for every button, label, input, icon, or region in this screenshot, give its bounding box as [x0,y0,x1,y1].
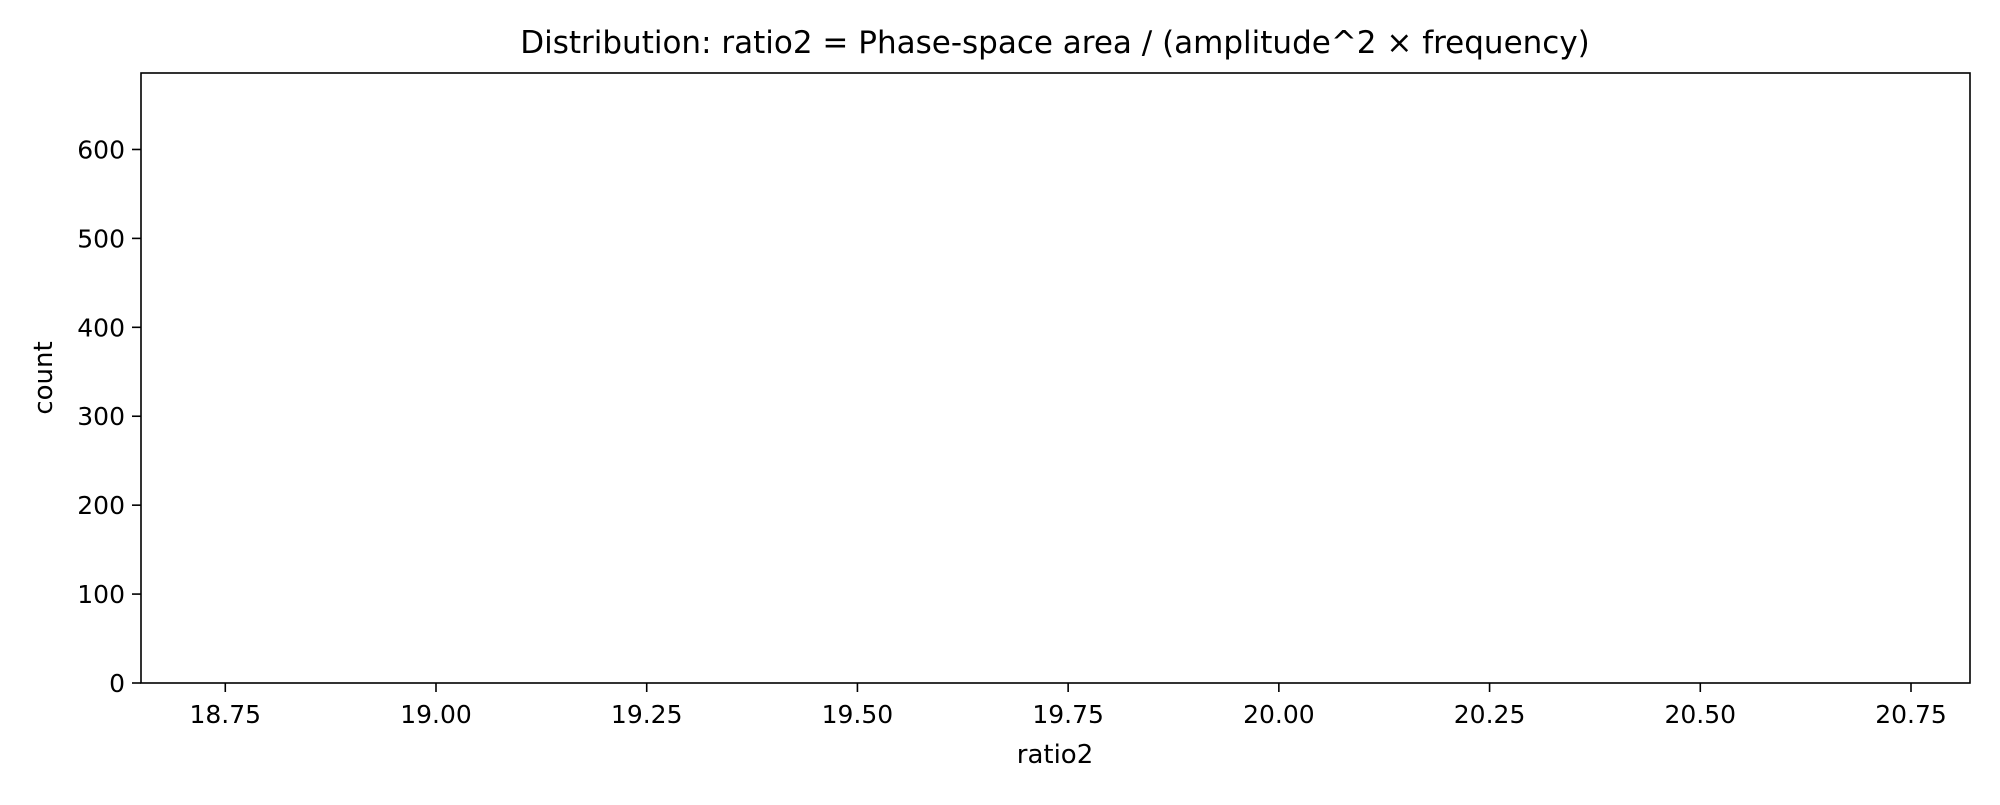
x-tick-label: 19.00 [400,700,472,729]
x-axis-ticks: 18.75 19.00 19.25 19.50 19.75 20.00 20.25 20.50… [189,683,1947,729]
x-tick-label: 20.25 [1454,700,1526,729]
y-tick-label: 200 [77,491,125,520]
plot-area-frame [140,72,1971,684]
y-tick-label: 300 [77,402,125,431]
y-tick-label: 500 [77,224,125,253]
y-axis-ticks: 0 100 200 300 400 500 600 [77,135,141,698]
y-axis-label: count [29,341,59,414]
x-tick-label: 19.75 [1032,700,1104,729]
y-tick-label: 400 [77,313,125,342]
y-tick-label: 0 [109,669,125,698]
y-tick-label: 100 [77,580,125,609]
x-axis-label: ratio2 [1017,740,1094,770]
y-tick-label: 600 [77,135,125,164]
x-tick-label: 20.50 [1664,700,1736,729]
x-tick-label: 18.75 [189,700,261,729]
chart-title: Distribution: ratio2 = Phase-space area … [520,25,1590,61]
x-tick-label: 19.25 [611,700,683,729]
x-tick-label: 19.50 [822,700,894,729]
x-tick-label: 20.00 [1243,700,1315,729]
x-tick-label: 20.75 [1875,700,1947,729]
